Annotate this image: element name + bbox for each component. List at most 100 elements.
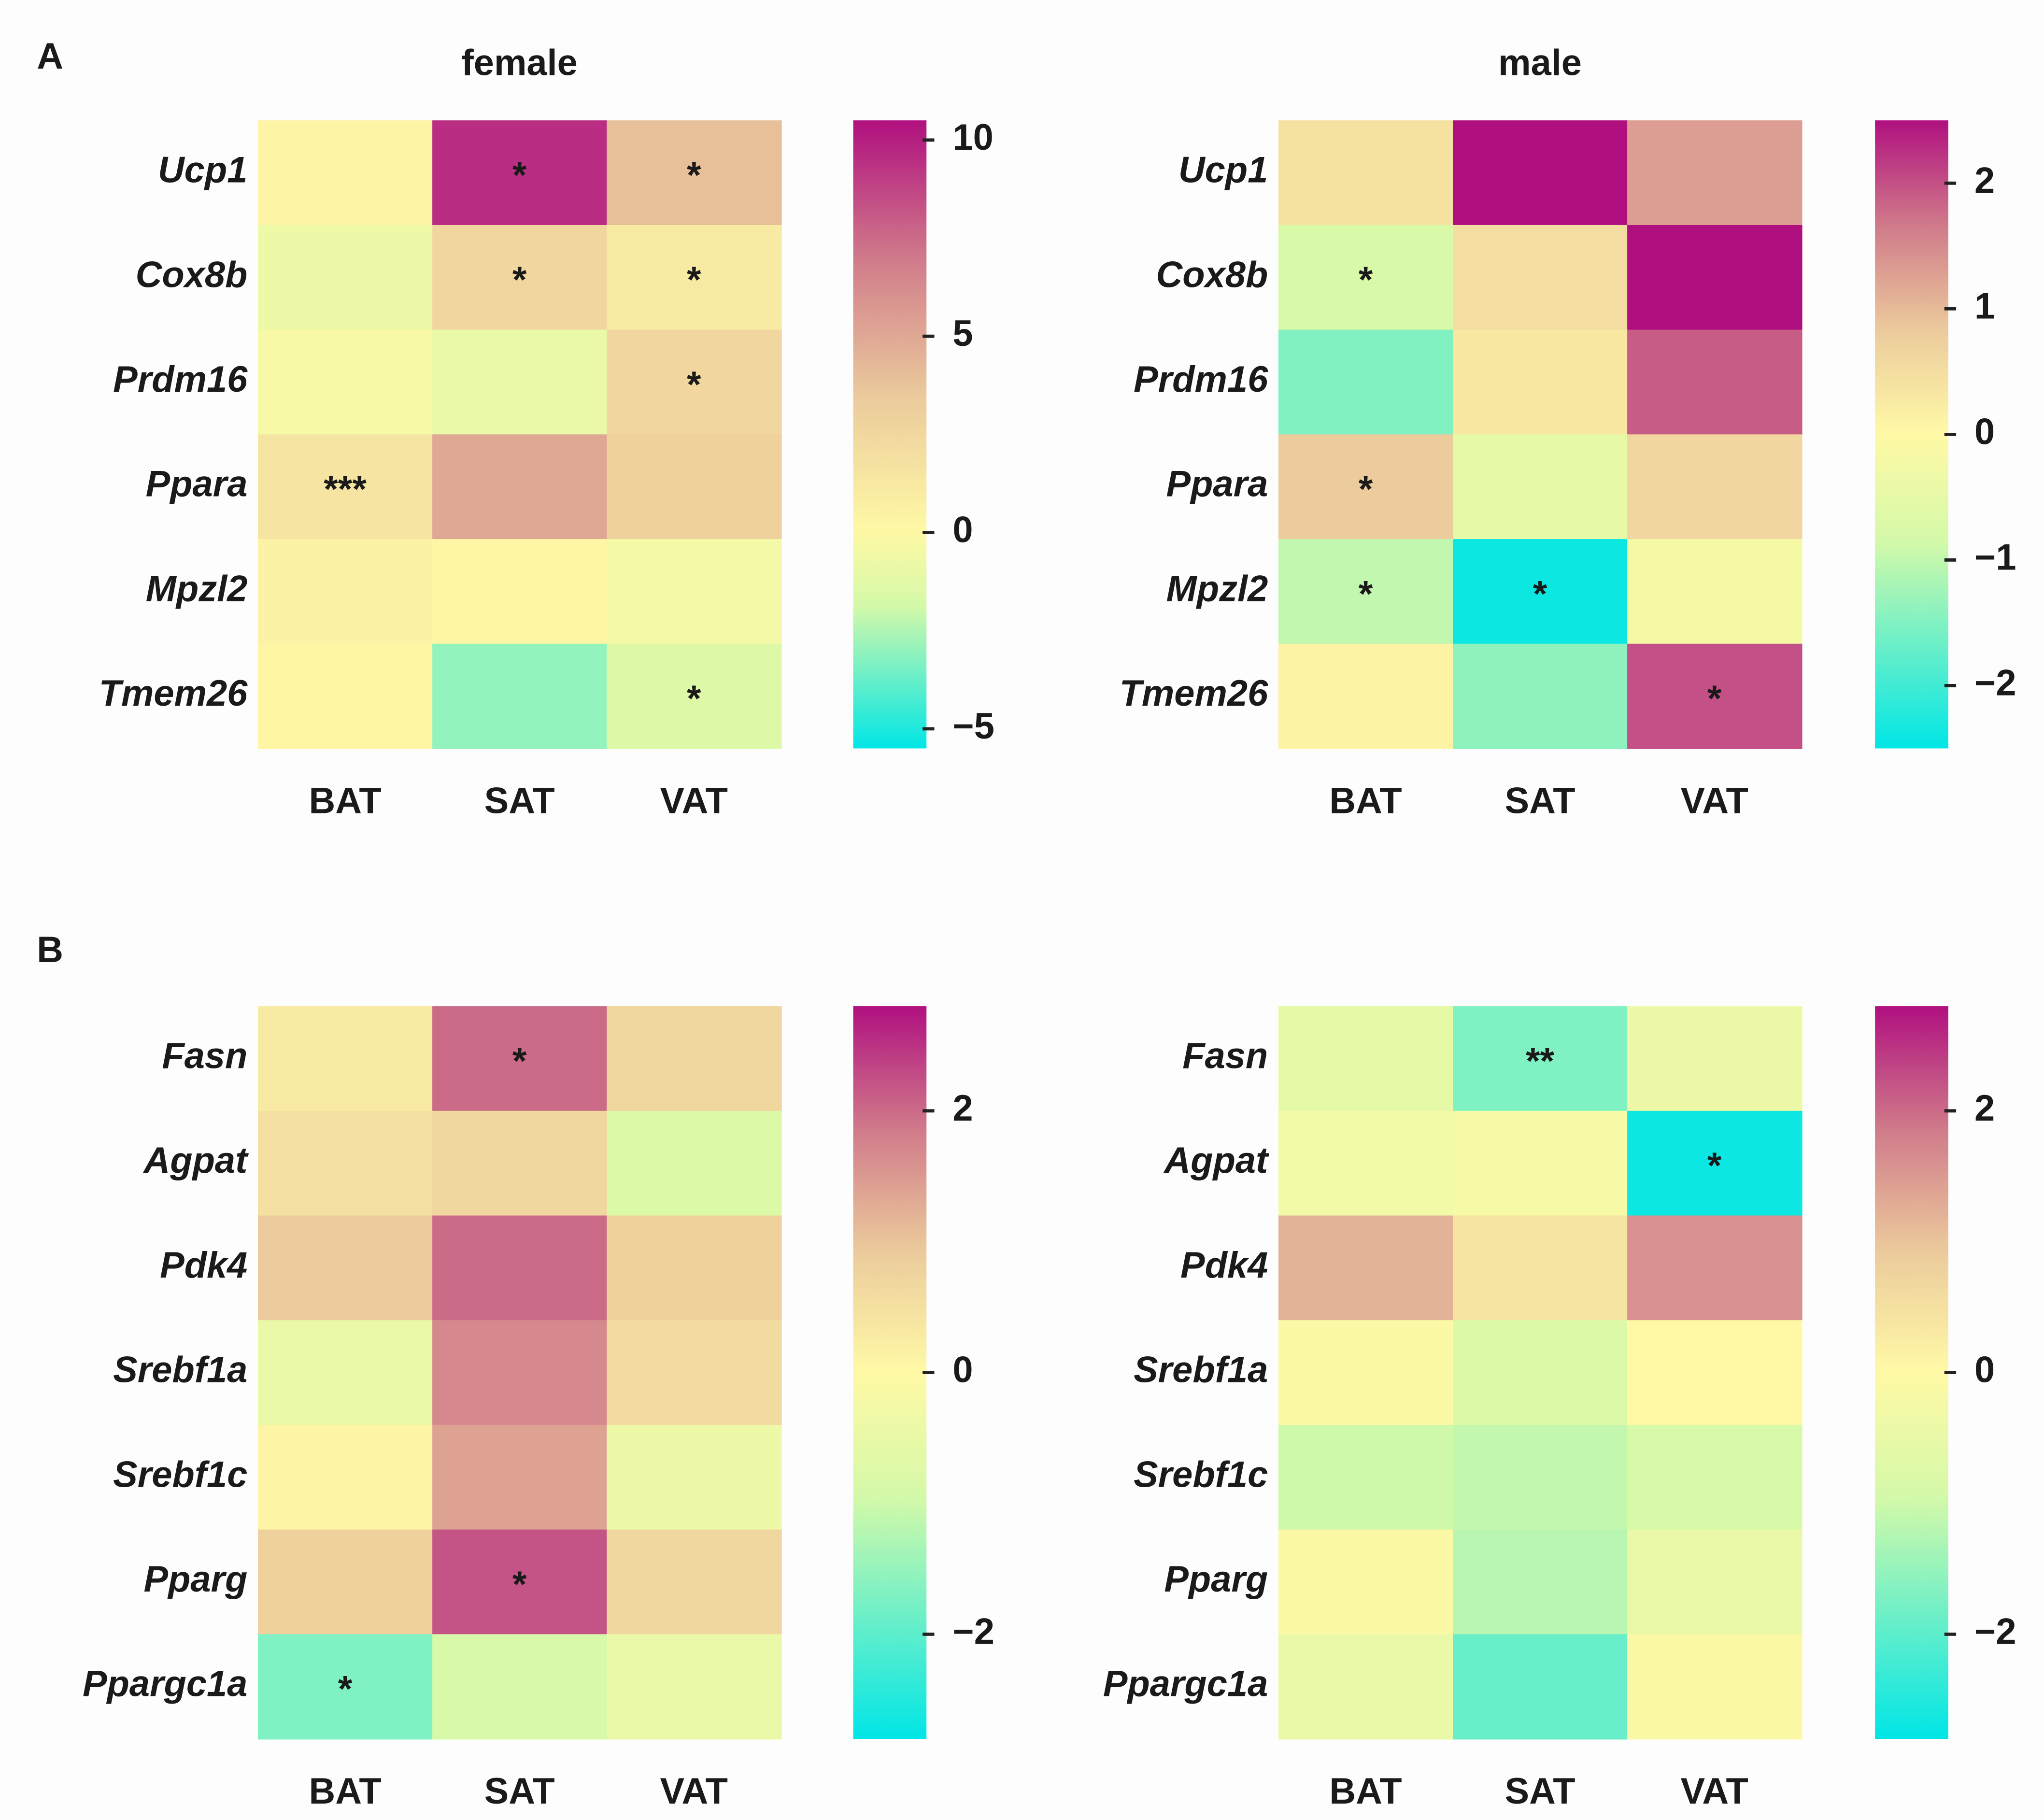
x-tick-label: BAT <box>1329 1771 1402 1812</box>
heatmap-cell <box>432 1634 608 1740</box>
significance-mark: * <box>1359 469 1373 510</box>
heatmap-cell <box>607 1006 782 1112</box>
x-tick-label: SAT <box>1505 780 1576 821</box>
heatmap-cell <box>1627 434 1803 540</box>
x-tick-label: VAT <box>660 1771 728 1812</box>
heatmap-cell <box>1278 1215 1454 1321</box>
heatmap-cell <box>1627 1634 1803 1740</box>
heatmap-cell <box>1453 1215 1628 1321</box>
heatmap-cell <box>607 643 782 749</box>
y-tick-label: Srebf1a <box>1134 1350 1268 1391</box>
heatmap-cell <box>1627 539 1803 645</box>
heatmap-cell <box>1627 225 1803 330</box>
significance-mark: * <box>512 1564 527 1605</box>
heatmap-cell <box>1453 539 1628 645</box>
colorbar-tick-label: 0 <box>952 510 973 551</box>
y-tick-label: Ucp1 <box>158 150 247 191</box>
x-tick-label: VAT <box>1680 1771 1748 1812</box>
significance-mark: * <box>1359 259 1373 300</box>
colorbar-tick-label: 0 <box>1974 411 1995 452</box>
heatmap-cell <box>258 1320 433 1426</box>
heatmap-cell <box>432 1215 608 1321</box>
chart-title: male <box>1498 42 1582 83</box>
heatmap-cell <box>258 1110 433 1216</box>
heatmap-cell <box>432 539 608 645</box>
heatmap-cell <box>1278 329 1454 435</box>
significance-mark: * <box>512 259 527 300</box>
heatmap-cell <box>1627 1424 1803 1530</box>
y-tick-label: Ppara <box>1166 464 1268 505</box>
x-tick-label: BAT <box>1329 780 1402 821</box>
x-tick-label: VAT <box>1680 780 1748 821</box>
colorbar <box>853 1006 927 1739</box>
heatmap-cell <box>607 1110 782 1216</box>
colorbar-tick-label: 0 <box>1974 1350 1995 1391</box>
y-tick-label: Tmem26 <box>99 673 248 714</box>
significance-mark: *** <box>324 469 367 510</box>
heatmap-cell <box>258 1006 433 1112</box>
heatmap-cell <box>432 1424 608 1530</box>
heatmap-cell <box>1278 225 1454 330</box>
heatmap-cell <box>258 1215 433 1321</box>
heatmap-cell <box>432 1006 608 1112</box>
heatmap-cell <box>258 329 433 435</box>
heatmap-cell <box>432 120 608 226</box>
y-tick-label: Ppargc1a <box>83 1664 247 1705</box>
x-tick-label: BAT <box>309 1771 381 1812</box>
heatmap-cell <box>1627 329 1803 435</box>
y-tick-label: Srebf1c <box>1134 1454 1268 1495</box>
heatmap-cell <box>1278 434 1454 540</box>
heatmap-cell <box>1278 1006 1454 1112</box>
significance-mark: * <box>512 1040 527 1081</box>
y-tick-label: Mpzl2 <box>1166 568 1268 609</box>
heatmap-cell <box>258 643 433 749</box>
x-tick-label: SAT <box>1505 1771 1576 1812</box>
heatmap-cell <box>607 225 782 330</box>
y-tick-label: Srebf1a <box>113 1350 247 1391</box>
significance-mark: * <box>687 364 701 405</box>
colorbar-tick-label: 2 <box>952 1088 973 1129</box>
heatmap-cell <box>1278 1424 1454 1530</box>
y-tick-label: Ppara <box>146 464 248 505</box>
colorbar-tick-label: −1 <box>1974 537 2016 578</box>
y-tick-label: Pdk4 <box>1180 1245 1268 1286</box>
colorbar-tick-label: −2 <box>1974 1611 2016 1652</box>
heatmap-cell <box>1278 1110 1454 1216</box>
heatmap-cell <box>607 120 782 226</box>
heatmap-cell <box>607 1529 782 1635</box>
chart-title: female <box>462 42 578 83</box>
heatmap-cell <box>1627 120 1803 226</box>
y-tick-label: Cox8b <box>1156 254 1268 295</box>
y-tick-label: Fasn <box>162 1035 247 1076</box>
colorbar-tick-label: 5 <box>952 313 973 354</box>
heatmap-cell <box>1453 225 1628 330</box>
colorbar-tick-label: 10 <box>952 117 993 158</box>
significance-mark: * <box>1359 573 1373 614</box>
y-tick-label: Tmem26 <box>1120 673 1269 714</box>
heatmap-cell <box>1453 1320 1628 1426</box>
y-tick-label: Ppargc1a <box>1103 1664 1268 1705</box>
colorbar <box>853 120 927 749</box>
heatmap-cell <box>432 1320 608 1426</box>
heatmap-cell <box>1278 643 1454 749</box>
heatmap-cell <box>1278 539 1454 645</box>
heatmap-cell <box>1453 1424 1628 1530</box>
panel-label: B <box>37 929 63 970</box>
heatmap-cell <box>432 643 608 749</box>
heatmap-cell <box>258 1424 433 1530</box>
heatmap-cell <box>1627 1006 1803 1112</box>
y-tick-label: Pparg <box>143 1559 247 1600</box>
y-tick-label: Agpat <box>143 1140 249 1181</box>
colorbar <box>1875 120 1948 749</box>
significance-mark: * <box>687 678 701 719</box>
heatmap-cell <box>1627 643 1803 749</box>
heatmap-cell <box>258 225 433 330</box>
significance-mark: * <box>338 1669 353 1710</box>
heatmap-cell <box>258 120 433 226</box>
x-tick-label: VAT <box>660 780 728 821</box>
y-tick-label: Srebf1c <box>113 1454 247 1495</box>
heatmap-cell <box>1453 120 1628 226</box>
y-tick-label: Mpzl2 <box>146 568 248 609</box>
heatmap-cell <box>1278 1320 1454 1426</box>
